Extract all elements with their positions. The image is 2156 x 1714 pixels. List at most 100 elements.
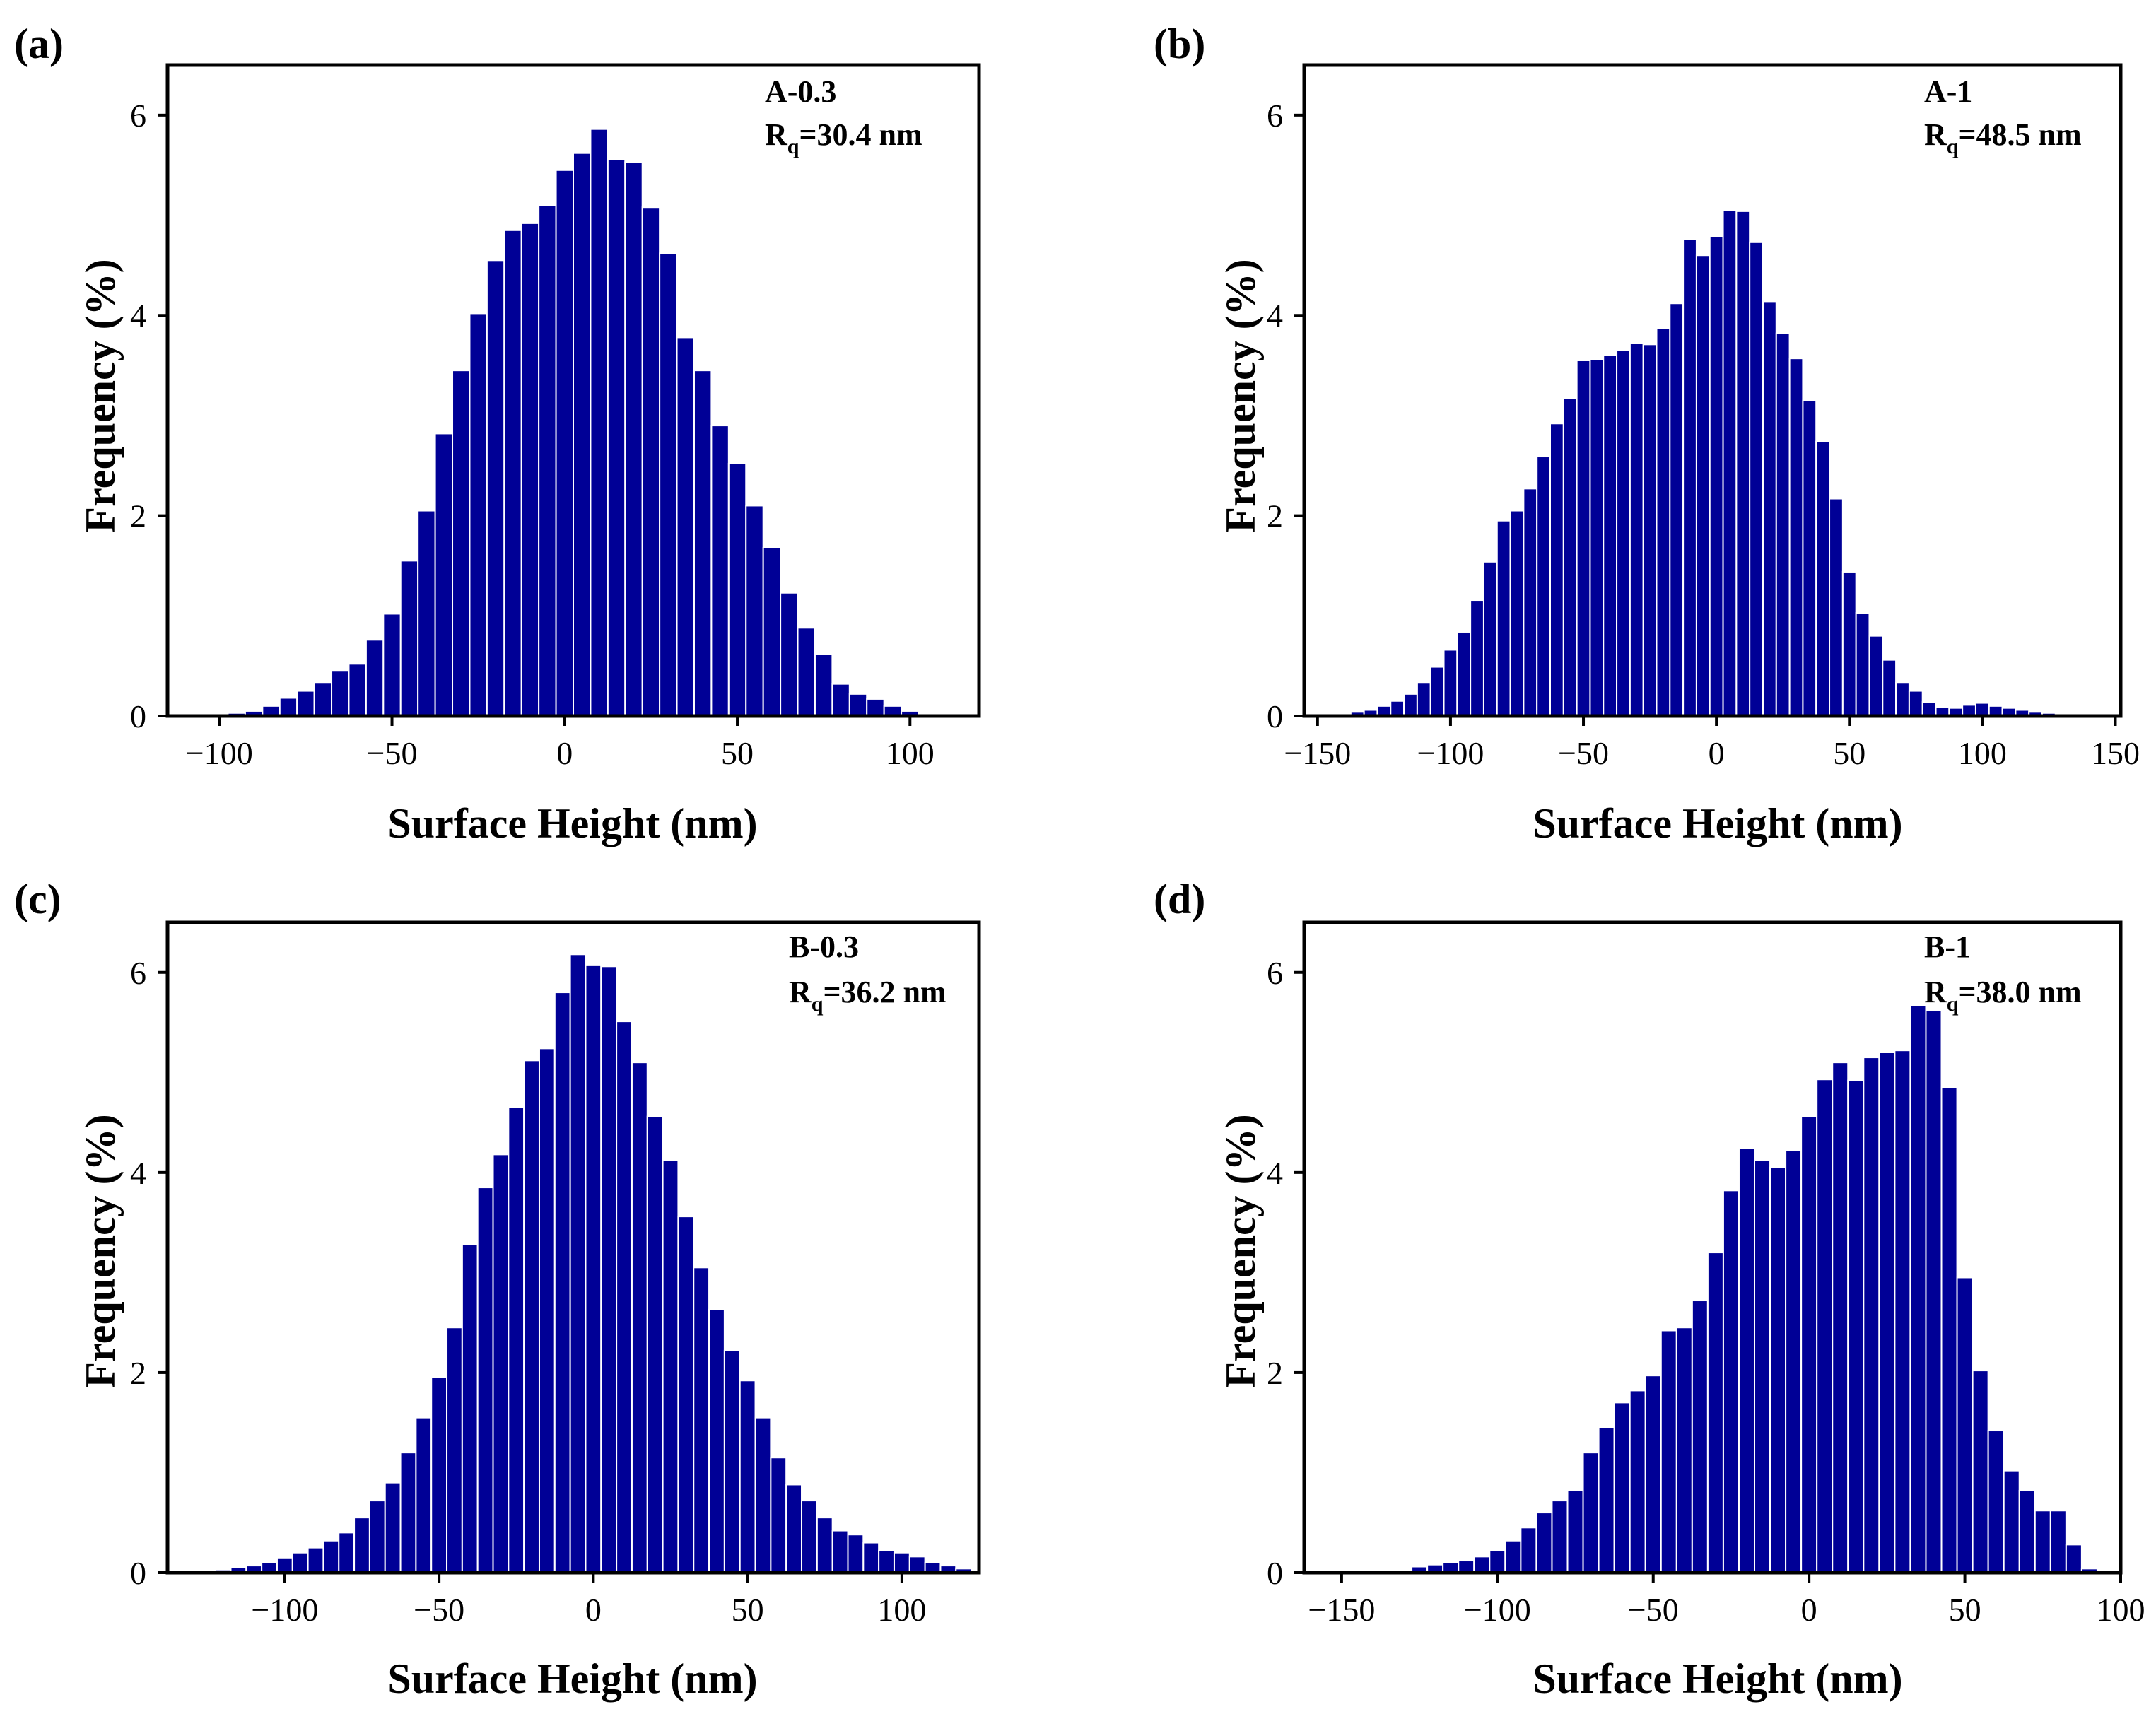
histogram-bar [1832,1062,1849,1573]
plot-frame [165,920,981,1575]
y-axis-title: Frequency (%) [77,1114,124,1387]
histogram-bar [417,510,436,717]
histogram-bar [723,1349,741,1574]
x-tick-label: −50 [367,735,418,771]
histogram-bar [1925,1009,1943,1574]
histogram-bar [754,1416,772,1573]
histogram-bar [434,433,454,717]
x-tick-label: 150 [2091,735,2140,771]
histogram-bar [727,462,747,717]
x-tick-label: −100 [1464,1592,1531,1628]
histogram-bar [878,1549,895,1574]
histogram-bar [1802,399,1817,717]
histogram-bar [1695,254,1711,717]
panel-c: (c) −100 −50 0 50 100 0 2 4 6 B-0.3 Rq=36.2 nm S… [14,876,981,1702]
histogram-bar [1940,1086,1958,1574]
x-axis-title: Surface Height (nm) [1533,1655,1902,1702]
rq-symbol: R [765,117,788,152]
rq-value: =36.2 nm [823,975,946,1009]
histogram-bar [1429,666,1445,717]
histogram-bar [1878,1052,1896,1573]
histogram-bars [210,128,920,717]
histogram-bar [1815,440,1831,717]
rq-subscript: q [1947,135,1959,158]
histogram-bar [710,425,730,717]
histogram-bar [1416,682,1431,717]
x-tick-label: 50 [721,735,754,771]
histogram-bar [1738,1147,1756,1573]
histogram-bar [646,1115,664,1573]
histogram-bar [1868,635,1884,717]
x-tick-label: 100 [2097,1592,2145,1628]
histogram-bar [1909,1004,1927,1573]
histogram-bar [492,1154,510,1573]
histogram-bar [1709,235,1724,717]
histogram-bar [2034,1510,2051,1573]
x-tick-label: −150 [1284,735,1351,771]
histogram-bar [708,1308,725,1573]
y-tick-label: 6 [1267,98,1283,134]
histogram-bar [1482,560,1498,717]
histogram-bar [1847,1079,1865,1573]
histogram-bar [1972,1370,1989,1573]
histogram-bar [814,653,833,717]
histogram-bar [508,1106,525,1573]
y-tick-label: 0 [1267,1555,1283,1591]
histogram-bar [600,965,618,1573]
histogram-bar [1956,1276,1974,1573]
histogram-bar [1458,1560,1475,1574]
histogram-bar [338,1532,356,1573]
histogram-bar [1754,1159,1771,1573]
histogram-bar [1974,702,1990,717]
histogram-bar [1443,649,1458,717]
histogram-bar [1582,1452,1600,1573]
histogram-bar [1616,349,1631,717]
histogram-bar [1706,1252,1724,1573]
panel-label: (b) [1154,20,1205,67]
rq-annotation: Rq=36.2 nm [789,975,947,1016]
rq-symbol: R [1924,117,1947,152]
histogram-bar [693,1267,710,1574]
x-tick-label: −100 [186,735,253,771]
histogram-bar [585,964,602,1573]
y-tick-label: 6 [1267,955,1283,991]
rq-annotation: Rq=38.0 nm [1924,975,2082,1016]
histogram-bar [2065,1544,2082,1574]
rq-subscript: q [787,135,799,158]
y-tick-label: 4 [1267,298,1283,334]
axis-ticks: −150 −100 −50 0 50 100 0 2 4 6 [1267,955,2145,1628]
x-tick-label: 100 [1958,735,2007,771]
panel-a: (a) −100 −50 0 50 100 0 2 4 6 A-0.3 Rq=30.4 nm S… [14,20,981,847]
x-tick-label: 50 [732,1592,764,1628]
histogram-bar [1589,358,1605,717]
histogram-bar [1660,1329,1677,1573]
histogram-bar [1403,693,1418,717]
histogram-bar [331,670,350,717]
histogram-bar [555,169,575,717]
histogram-bar [503,229,522,717]
histogram-bar [847,1534,865,1573]
histogram-bar [1788,358,1804,717]
histogram-bar [693,370,713,717]
histogram-bar [1882,659,1897,717]
histogram-bar [1456,630,1472,717]
histogram-bar [780,592,799,717]
histogram-bar [1785,1149,1803,1573]
y-tick-label: 6 [130,98,146,134]
histogram-bar [348,663,367,717]
y-tick-label: 4 [1267,1155,1283,1191]
x-axis-title: Surface Height (nm) [1533,800,1902,847]
histogram-bar [831,683,850,717]
histogram-bar [1863,1057,1880,1573]
histogram-bar [1682,238,1697,717]
panel-label: (a) [14,20,64,67]
histogram-bar [1536,456,1551,717]
histogram-bar [1762,300,1777,717]
histogram-bar [1656,327,1671,717]
histogram-bar [816,1517,833,1573]
x-tick-label: −50 [1628,1592,1679,1628]
histogram-bar [745,505,764,717]
histogram-bar [1669,303,1685,717]
y-axis-title: Frequency (%) [1217,259,1264,532]
histogram-bars [199,953,973,1574]
